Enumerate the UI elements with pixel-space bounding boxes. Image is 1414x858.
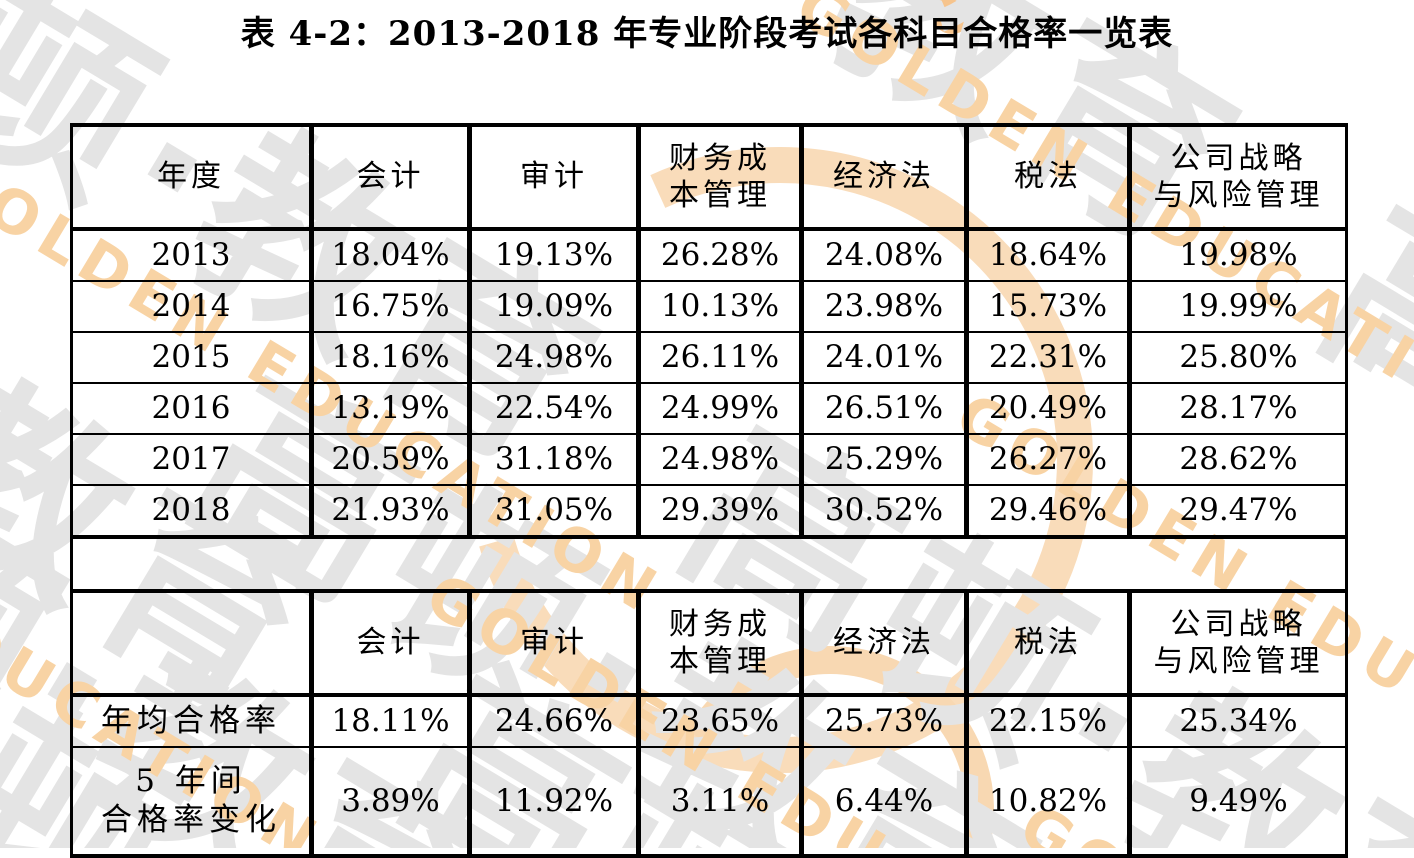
rate-cell: 24.99% (636, 382, 804, 435)
col-header-audit: 审计 (467, 589, 641, 697)
col-header-accounting: 会计 (309, 589, 472, 697)
year-row-2018: 2018 21.93% 31.05% 29.39% 30.52% 29.46% … (70, 484, 1348, 538)
rate-cell: 11.92% (467, 746, 641, 858)
year-row-2013: 2013 18.04% 19.13% 26.28% 24.08% 18.64% … (70, 228, 1348, 282)
year-cell: 2015 (70, 331, 314, 384)
rate-cell: 24.01% (799, 331, 969, 384)
rate-cell: 16.75% (309, 280, 472, 333)
year-cell: 2018 (70, 484, 314, 538)
row-label-average: 年均合格率 (70, 694, 314, 748)
rate-cell: 29.39% (636, 484, 804, 538)
col-header-year: 年度 (70, 123, 314, 231)
rate-cell: 28.17% (1127, 382, 1348, 435)
year-row-2016: 2016 13.19% 22.54% 24.99% 26.51% 20.49% … (70, 382, 1348, 435)
col-header-blank (70, 589, 314, 697)
year-cell: 2013 (70, 228, 314, 282)
rate-cell: 26.51% (799, 382, 969, 435)
rate-cell: 25.34% (1127, 694, 1348, 748)
spacer-cell (70, 535, 1348, 593)
rate-cell: 29.46% (964, 484, 1132, 538)
summary-row-5yr-change: 5 年间 合格率变化 3.89% 11.92% 3.11% 6.44% 10.8… (70, 746, 1348, 858)
rate-cell: 24.66% (467, 694, 641, 748)
rate-cell: 10.82% (964, 746, 1132, 858)
rate-cell: 24.98% (467, 331, 641, 384)
year-row-2014: 2014 16.75% 19.09% 10.13% 23.98% 15.73% … (70, 280, 1348, 333)
col-header-strategy-risk-mgmt: 公司战略 与风险管理 (1127, 123, 1348, 231)
col-header-strategy-risk-mgmt: 公司战略 与风险管理 (1127, 589, 1348, 697)
year-cell: 2016 (70, 382, 314, 435)
rate-cell: 26.11% (636, 331, 804, 384)
col-header-tax-law: 税法 (964, 589, 1132, 697)
rate-cell: 3.89% (309, 746, 472, 858)
rate-cell: 18.11% (309, 694, 472, 748)
rate-cell: 18.16% (309, 331, 472, 384)
col-header-economic-law: 经济法 (799, 123, 969, 231)
year-row-2015: 2015 18.16% 24.98% 26.11% 24.01% 22.31% … (70, 331, 1348, 384)
rate-cell: 25.29% (799, 433, 969, 486)
rate-cell: 22.54% (467, 382, 641, 435)
rate-cell: 21.93% (309, 484, 472, 538)
rate-cell: 22.31% (964, 331, 1132, 384)
rate-cell: 20.59% (309, 433, 472, 486)
rate-cell: 3.11% (636, 746, 804, 858)
rate-cell: 22.15% (964, 694, 1132, 748)
pass-rate-table: 年度 会计 审计 财务成 本管理 经济法 税法 公司战略 与风险管理 2013 … (70, 123, 1348, 858)
col-header-accounting: 会计 (309, 123, 472, 231)
rate-cell: 19.13% (467, 228, 641, 282)
header-row: 年度 会计 审计 财务成 本管理 经济法 税法 公司战略 与风险管理 (70, 123, 1348, 231)
rate-cell: 31.05% (467, 484, 641, 538)
rate-cell: 19.99% (1127, 280, 1348, 333)
rate-cell: 28.62% (1127, 433, 1348, 486)
rate-cell: 23.98% (799, 280, 969, 333)
col-header-economic-law: 经济法 (799, 589, 969, 697)
rate-cell: 18.64% (964, 228, 1132, 282)
rate-cell: 19.09% (467, 280, 641, 333)
rate-cell: 24.08% (799, 228, 969, 282)
rate-cell: 29.47% (1127, 484, 1348, 538)
rate-cell: 19.98% (1127, 228, 1348, 282)
rate-cell: 25.73% (799, 694, 969, 748)
row-label-5yr-change: 5 年间 合格率变化 (70, 746, 314, 858)
rate-cell: 23.65% (636, 694, 804, 748)
year-row-2017: 2017 20.59% 31.18% 24.98% 25.29% 26.27% … (70, 433, 1348, 486)
summary-header-row: 会计 审计 财务成 本管理 经济法 税法 公司战略 与风险管理 (70, 589, 1348, 697)
rate-cell: 13.19% (309, 382, 472, 435)
rate-cell: 18.04% (309, 228, 472, 282)
col-header-audit: 审计 (467, 123, 641, 231)
col-header-tax-law: 税法 (964, 123, 1132, 231)
rate-cell: 24.98% (636, 433, 804, 486)
col-header-financial-cost-mgmt: 财务成 本管理 (636, 589, 804, 697)
rate-cell: 26.27% (964, 433, 1132, 486)
rate-cell: 10.13% (636, 280, 804, 333)
rate-cell: 15.73% (964, 280, 1132, 333)
rate-cell: 25.80% (1127, 331, 1348, 384)
rate-cell: 9.49% (1127, 746, 1348, 858)
rate-cell: 31.18% (467, 433, 641, 486)
table-title: 表 4-2：2013-2018 年专业阶段考试各科目合格率一览表 (240, 14, 1174, 54)
col-header-financial-cost-mgmt: 财务成 本管理 (636, 123, 804, 231)
rate-cell: 26.28% (636, 228, 804, 282)
rate-cell: 6.44% (799, 746, 969, 858)
rate-cell: 20.49% (964, 382, 1132, 435)
year-cell: 2017 (70, 433, 314, 486)
summary-row-average: 年均合格率 18.11% 24.66% 23.65% 25.73% 22.15%… (70, 694, 1348, 748)
spacer-row (70, 535, 1348, 593)
rate-cell: 30.52% (799, 484, 969, 538)
year-cell: 2014 (70, 280, 314, 333)
